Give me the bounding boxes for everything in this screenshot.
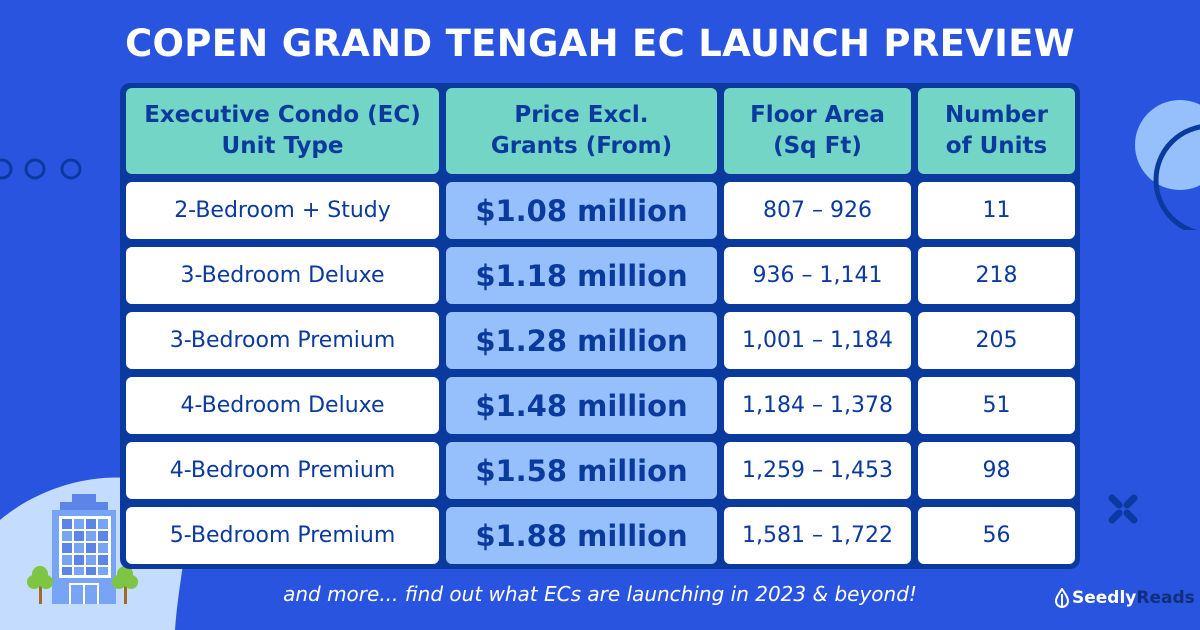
cell-unit-type: 5-Bedroom Premium: [124, 505, 441, 566]
seed-drop-icon: [1055, 588, 1069, 608]
cell-units: 56: [916, 505, 1077, 566]
building-illustration-icon: [27, 494, 138, 604]
page-title: COPEN GRAND TENGAH EC LAUNCH PREVIEW: [125, 22, 1075, 65]
cell-units: 98: [916, 440, 1077, 501]
cell-price: $1.08 million: [444, 180, 719, 241]
cell-units: 205: [916, 310, 1077, 371]
logo-text-reads: Reads: [1136, 588, 1195, 608]
header-line: Number: [945, 102, 1048, 128]
header-line: of Units: [945, 133, 1048, 159]
cell-floor-area: 1,001 – 1,184: [722, 310, 913, 371]
cell-floor-area: 1,581 – 1,722: [722, 505, 913, 566]
cell-unit-type: 3-Bedroom Deluxe: [124, 245, 441, 306]
seedly-reads-logo: Seedly Reads: [1055, 588, 1195, 608]
cell-floor-area: 1,184 – 1,378: [722, 375, 913, 436]
cell-units: 11: [916, 180, 1077, 241]
cell-price: $1.48 million: [444, 375, 719, 436]
cell-floor-area: 1,259 – 1,453: [722, 440, 913, 501]
cell-price: $1.88 million: [444, 505, 719, 566]
header-price: Price Excl. Grants (From): [444, 86, 719, 176]
cell-units: 218: [916, 245, 1077, 306]
cell-units: 51: [916, 375, 1077, 436]
cell-price: $1.58 million: [444, 440, 719, 501]
header-line: Unit Type: [221, 133, 344, 159]
cell-unit-type: 2-Bedroom + Study: [124, 180, 441, 241]
cell-floor-area: 807 – 926: [722, 180, 913, 241]
header-line: Executive Condo (EC): [144, 102, 421, 128]
cell-floor-area: 936 – 1,141: [722, 245, 913, 306]
header-unit-type: Executive Condo (EC) Unit Type: [124, 86, 441, 176]
cell-price: $1.28 million: [444, 310, 719, 371]
three-circles-icon: [0, 158, 82, 180]
header-number-of-units: Number of Units: [916, 86, 1077, 176]
header-line: Grants (From): [490, 133, 673, 159]
header-line: Price Excl.: [514, 102, 649, 128]
x-mark-icon: [1108, 494, 1138, 524]
header-line: Floor Area: [750, 102, 885, 128]
cell-unit-type: 4-Bedroom Premium: [124, 440, 441, 501]
header-floor-area: Floor Area (Sq Ft): [722, 86, 913, 176]
header-line: (Sq Ft): [773, 133, 862, 159]
overlapping-circles-icon: [1135, 100, 1200, 230]
cell-unit-type: 4-Bedroom Deluxe: [124, 375, 441, 436]
cell-price: $1.18 million: [444, 245, 719, 306]
cell-unit-type: 3-Bedroom Premium: [124, 310, 441, 371]
logo-text-seedly: Seedly: [1072, 588, 1137, 608]
footer-tagline: and more... find out what ECs are launch…: [283, 582, 917, 606]
